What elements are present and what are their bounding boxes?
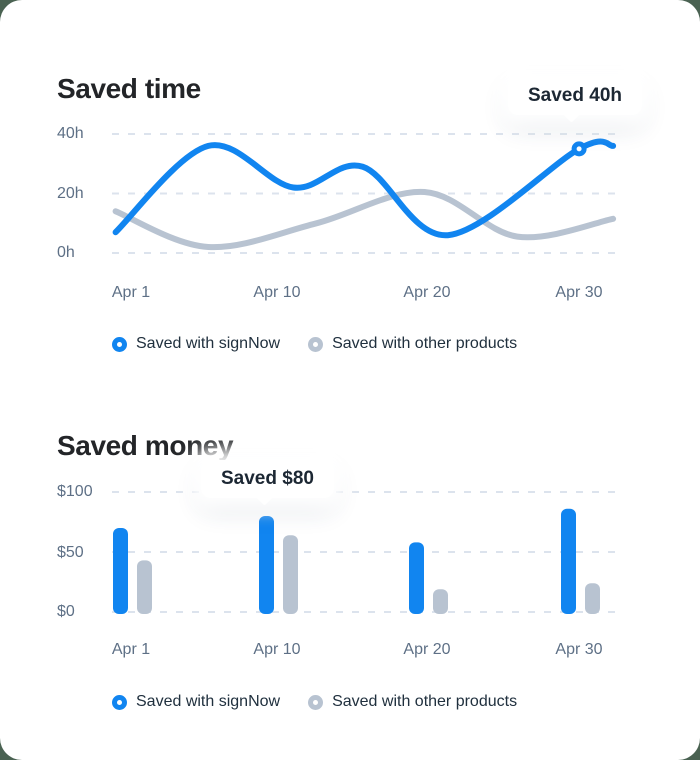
saved-time-ytick-40h: 40h (57, 125, 84, 142)
saved-time-xtick-apr30: Apr 30 (555, 284, 603, 301)
saved-time-ytick-20h: 20h (57, 185, 84, 202)
bar-apr-1-saved-with-signnow[interactable] (113, 528, 128, 614)
saved-money-ytick-100: $100 (57, 483, 93, 500)
saved-time-xtick-apr20: Apr 20 (403, 284, 451, 301)
bar-apr-30-saved-with-signnow[interactable] (561, 508, 576, 614)
saved-money-xtick-apr1: Apr 1 (111, 641, 151, 658)
bar-apr-30-saved-with-other-products[interactable] (585, 583, 600, 614)
bar-apr-1-saved-with-other-products[interactable] (137, 560, 152, 614)
signnow-legend-marker-icon (112, 694, 127, 710)
legend-item-other-products[interactable]: Saved with other products (308, 334, 517, 354)
saved-time-legend: Saved with signNow Saved with other prod… (112, 334, 517, 354)
saved-money-tooltip: Saved $80 (201, 460, 334, 506)
saved-money-xtick-apr10: Apr 10 (253, 641, 301, 658)
line-series-saved-with-signnow[interactable] (112, 138, 617, 239)
saved-time-chart (112, 133, 618, 254)
saved-time-tooltip: Saved 40h (508, 77, 642, 123)
saved-money-legend: Saved with signNow Saved with other prod… (112, 692, 517, 712)
saved-money-ytick-0: $0 (57, 603, 75, 620)
saved-money-title: Saved money (57, 430, 234, 462)
bar-apr-10-saved-with-signnow[interactable] (259, 516, 274, 614)
legend-label-signnow: Saved with signNow (136, 335, 281, 352)
legend-item-signnow[interactable]: Saved with signNow (112, 692, 280, 712)
highlighted-point-marker[interactable] (571, 141, 587, 157)
saved-money-xtick-apr20: Apr 20 (403, 641, 451, 658)
legend-label-other-products: Saved with other products (332, 335, 518, 352)
saved-time-title: Saved time (57, 73, 201, 105)
bar-apr-10-saved-with-other-products[interactable] (283, 535, 298, 614)
bar-apr-20-saved-with-signnow[interactable] (409, 542, 424, 614)
saved-time-xtick-apr1: Apr 1 (111, 284, 151, 301)
saved-time-tooltip-label: Saved 40h (528, 85, 622, 106)
saved-money-chart (112, 491, 618, 614)
saved-money-xtick-apr30: Apr 30 (555, 641, 603, 658)
legend-item-other-products[interactable]: Saved with other products (308, 692, 517, 712)
bar-apr-20-saved-with-other-products[interactable] (433, 589, 448, 614)
saved-time-ytick-0h: 0h (57, 244, 75, 261)
signnow-legend-marker-icon (112, 336, 127, 352)
legend-label-other-products: Saved with other products (332, 693, 518, 710)
line-series-saved-with-other-products[interactable] (112, 188, 617, 251)
saved-money-ytick-50: $50 (57, 544, 84, 561)
saved-money-tooltip-label: Saved $80 (221, 468, 314, 489)
other-products-legend-marker-icon (308, 336, 324, 352)
legend-item-signnow[interactable]: Saved with signNow (112, 334, 280, 354)
legend-label-signnow: Saved with signNow (136, 693, 281, 710)
other-products-legend-marker-icon (308, 694, 324, 710)
saved-time-xtick-apr10: Apr 10 (253, 284, 301, 301)
